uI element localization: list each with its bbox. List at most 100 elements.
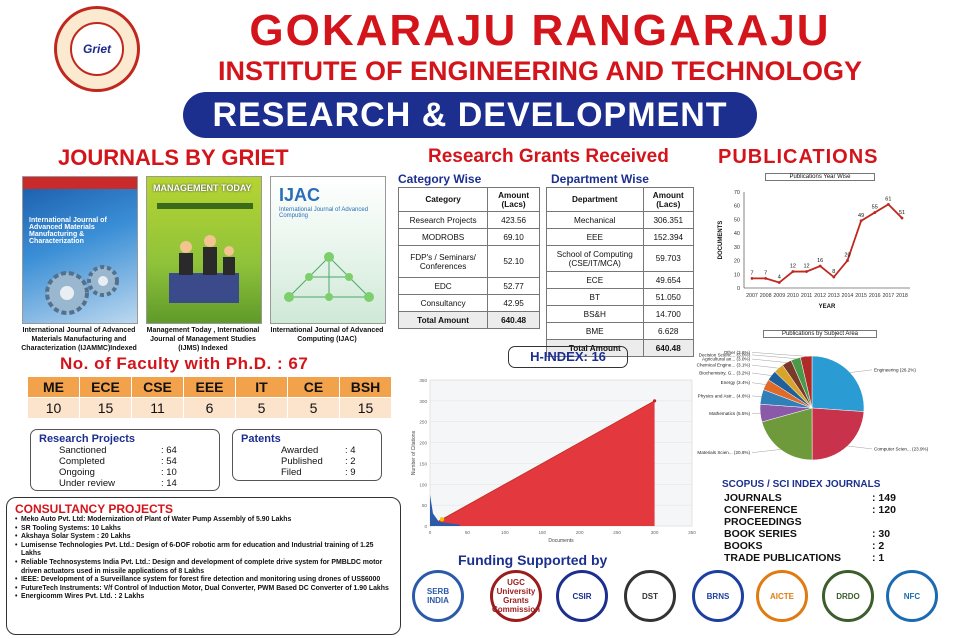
consultancy-heading: CONSULTANCY PROJECTS: [15, 502, 174, 516]
data-point: [764, 277, 768, 280]
journal-cover-ijms: MANAGEMENT TODAY: [146, 176, 262, 324]
data-point: [791, 270, 795, 273]
pie-label: Chemical Engine... (3.1%): [697, 363, 751, 368]
x-tick-label: 2016: [869, 293, 881, 299]
department-cell: Mechanical: [546, 211, 644, 229]
pie-leader-line: [751, 352, 807, 357]
department-cell: School of Computing (CSE/IT/MCA): [546, 245, 644, 272]
scopus-label: BOOK SERIES: [724, 528, 797, 540]
pie-leader-line: [751, 449, 781, 453]
data-label: 61: [885, 196, 891, 202]
amount-cell: 52.10: [487, 245, 540, 278]
dept-header: ME: [27, 376, 80, 398]
y-tick-label: 50: [734, 217, 740, 223]
consultancy-item: Akshaya Solar System : 20 Lakhs: [15, 533, 392, 542]
phd-count: 5: [235, 397, 288, 419]
consultancy-item: IEEE: Development of a Surveillance syst…: [15, 576, 392, 585]
scopus-row: BOOK SERIES : 30: [724, 528, 924, 540]
department-table: Department Amount (Lacs) Mechanical 306.35…: [546, 187, 695, 357]
line-chart-title: Publications Year Wise: [765, 173, 875, 181]
x-axis-label: YEAR: [819, 304, 836, 310]
patent-label: Filed: [281, 467, 302, 478]
y-tick-label: 20: [734, 259, 740, 265]
data-label: 55: [872, 205, 878, 211]
x-tick-label: 2008: [760, 293, 772, 299]
data-label: 12: [803, 264, 809, 270]
h-index-line: [429, 400, 655, 527]
rp-label: Completed: [59, 456, 105, 467]
scopus-label: CONFERENCE PROCEEDINGS: [724, 504, 802, 528]
y-tick-label: 0: [737, 286, 740, 292]
x-tick-label: 150: [538, 530, 546, 535]
x-tick-label: 350: [688, 530, 696, 535]
amount-cell: 14.700: [642, 305, 695, 323]
data-point: [886, 202, 890, 206]
journal-cover-ijammc-title: International Journal of Advanced Materi…: [29, 217, 107, 245]
amount-cell: 152.394: [642, 228, 695, 246]
total-value: 640.48: [642, 339, 695, 357]
total-label: Total Amount: [546, 339, 644, 357]
scopus-row: TRADE PUBLICATIONS: 1: [724, 552, 924, 564]
consultancy-list: Meko Auto Pvt. Ltd: Modernization of Pla…: [15, 516, 392, 602]
x-tick-label: 2011: [801, 293, 812, 299]
journal-cover-ijac-sub: International Journal of Advanced Comput…: [279, 207, 369, 219]
data-label: 16: [817, 258, 823, 264]
pie-slice: [811, 355, 865, 412]
pie-leader-line: [751, 354, 796, 359]
total-value: 640.48: [487, 311, 540, 329]
rp-row: Ongoing: 10: [39, 467, 211, 478]
x-tick-label: 2010: [787, 293, 799, 299]
data-label: 7: [750, 270, 753, 276]
institute-subtitle: INSTITUTE OF ENGINEERING AND TECHNOLOGY: [217, 56, 863, 86]
amount-cell: 59.703: [642, 245, 695, 272]
x-tick-label: 200: [576, 530, 584, 535]
funding-heading: Funding Supported by: [458, 552, 608, 568]
faculty-table: ME ECE CSE EEE IT CE BSH 10 15 11 6 5 5 …: [27, 376, 392, 419]
h-index-endpoint: [652, 399, 657, 403]
x-tick-label: 2012: [814, 293, 826, 299]
consultancy-item: Energicomm Wires Pvt. Ltd. : 2 Lakhs: [15, 593, 392, 602]
dept-header: ECE: [79, 376, 132, 398]
amount-cell: 42.95: [487, 294, 540, 312]
scopus-value: : 30: [872, 528, 891, 540]
pie-leader-line: [751, 372, 772, 376]
dept-header: CE: [287, 376, 340, 398]
y-tick-label: 350: [419, 378, 427, 383]
department-wise-heading: Department Wise: [551, 172, 649, 186]
scopus-value: : 149: [872, 492, 896, 504]
consultancy-item: Reliable Technosystems India Pvt. Ltd.: …: [15, 559, 392, 576]
griet-logo: Griet: [54, 6, 140, 92]
x-tick-label: 250: [613, 530, 621, 535]
x-axis-label: Documents: [548, 538, 574, 544]
patent-value: : 2: [345, 456, 356, 467]
gears-icon: [45, 265, 119, 315]
y-tick-label: 0: [424, 524, 427, 529]
department-cell: EEE: [546, 228, 644, 246]
x-tick-label: 50: [465, 530, 471, 535]
consultancy-item: Meko Auto Pvt. Ltd: Modernization of Pla…: [15, 516, 392, 525]
h-index-marker: [439, 517, 445, 522]
pie-label: Materials Scien... (20.8%): [697, 450, 750, 455]
pie-label: Decision Scienc... (3.0%): [699, 352, 751, 357]
y-tick-label: 30: [734, 245, 740, 251]
category-table: Category Amount (Lacs) Research Projects 4…: [397, 187, 540, 329]
y-tick-label: 60: [734, 204, 740, 210]
y-tick-label: 70: [734, 190, 740, 196]
data-point: [750, 277, 754, 280]
phd-count: 6: [183, 397, 236, 419]
research-projects-heading: Research Projects: [39, 433, 135, 445]
funding-logo: DST: [624, 570, 676, 622]
dept-header: EEE: [183, 376, 236, 398]
h-index-chart: 0 50 100 150 200 250 300 350 0 50 100 150 200 250 300 3…: [411, 378, 696, 544]
patent-row: Filed: 9: [241, 467, 373, 478]
rd-banner: RESEARCH & DEVELOPMENT: [183, 92, 757, 138]
data-label: 8: [832, 269, 835, 275]
griet-logo-text: Griet: [70, 22, 124, 76]
total-label: Total Amount: [397, 311, 489, 329]
x-tick-label: 2014: [842, 293, 854, 299]
x-tick-label: 100: [501, 530, 509, 535]
data-point: [873, 211, 877, 214]
rp-label: Under review: [59, 478, 115, 489]
patent-label: Awarded: [281, 445, 319, 456]
x-tick-label: 300: [651, 530, 659, 535]
